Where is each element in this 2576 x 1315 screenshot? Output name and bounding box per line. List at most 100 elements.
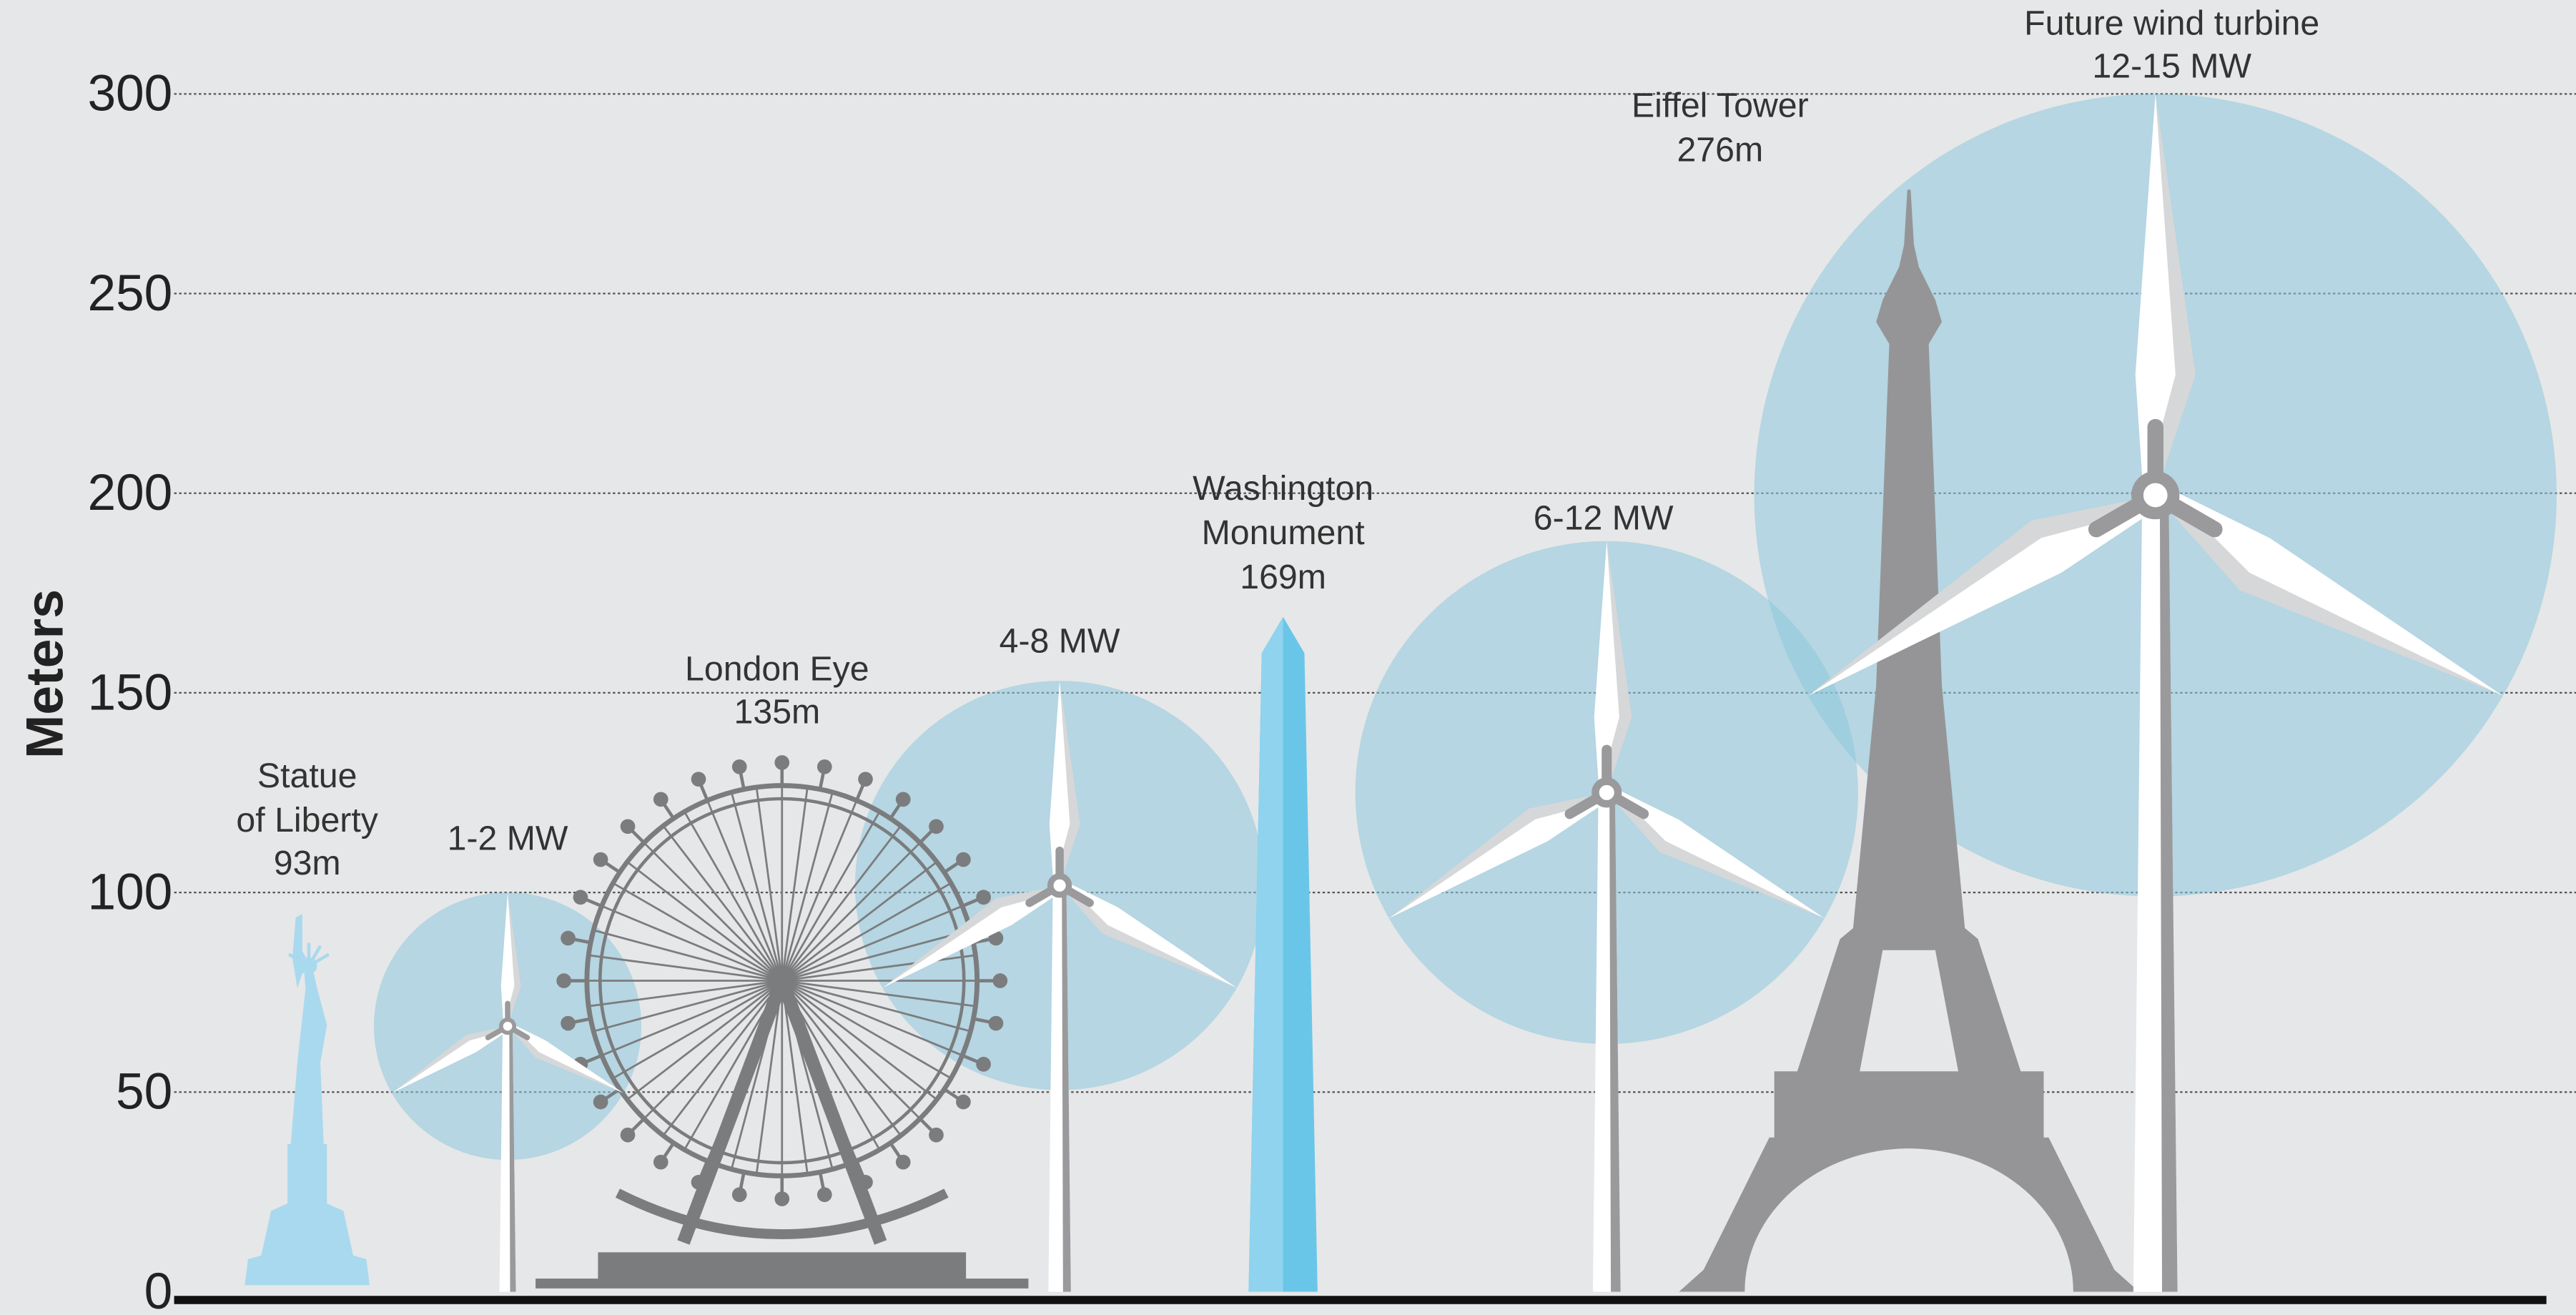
eye-capsule bbox=[593, 1094, 608, 1110]
eye-spoke bbox=[755, 787, 784, 981]
category-label: Eiffel Tower bbox=[1631, 87, 1809, 126]
eye-spoke bbox=[730, 980, 784, 1170]
value-label: 276m bbox=[1677, 131, 1764, 169]
eye-hub bbox=[769, 967, 796, 994]
eye-spoke bbox=[593, 929, 783, 982]
obelisk-shade bbox=[1248, 616, 1283, 1292]
tower-body bbox=[1679, 189, 2139, 1292]
eye-spoke bbox=[755, 980, 784, 1175]
eye-capsule bbox=[956, 1094, 971, 1110]
eye-capsule bbox=[816, 759, 832, 774]
value-label: 93m bbox=[273, 845, 341, 884]
eye-capsule bbox=[731, 1187, 747, 1203]
y-tick-label: 150 bbox=[87, 664, 172, 721]
eye-spoke bbox=[706, 799, 784, 982]
y-tick-label: 200 bbox=[87, 465, 172, 521]
eye-capsule bbox=[929, 819, 944, 834]
statue-crown bbox=[307, 945, 322, 967]
eye-spoke bbox=[588, 980, 782, 1008]
label-box: Future wind turbine 12-15 MW bbox=[1909, 0, 2434, 91]
eye-spoke bbox=[612, 882, 783, 982]
y-tick-label: 0 bbox=[144, 1264, 173, 1315]
eye-spoke bbox=[781, 811, 881, 982]
label-box: Statue of Liberty 93m bbox=[44, 674, 570, 887]
eye-leg bbox=[677, 978, 789, 1245]
eye-arc bbox=[615, 1188, 949, 1239]
eye-capsule bbox=[956, 852, 971, 867]
eye-spoke bbox=[781, 980, 881, 1151]
eye-leg bbox=[776, 978, 887, 1245]
blade bbox=[500, 892, 515, 1027]
label-box: 1-2 MW bbox=[448, 821, 568, 859]
eye-spoke bbox=[601, 905, 783, 982]
eiffel-tower bbox=[1679, 189, 2139, 1292]
blade bbox=[1049, 681, 1070, 886]
eye-spoke bbox=[781, 825, 902, 982]
category-label: 6-12 MW bbox=[1533, 498, 1674, 537]
category-label: 4-8 MW bbox=[999, 622, 1120, 661]
category-label: Future wind turbine 12-15 MW bbox=[2024, 4, 2320, 87]
obelisk bbox=[1248, 616, 1318, 1292]
item-label: Future wind turbine 12-15 MW bbox=[1909, 0, 2434, 91]
label-box: London Eye 135m bbox=[685, 650, 869, 732]
eye-capsule bbox=[774, 755, 790, 770]
statue bbox=[245, 913, 370, 1286]
eye-spoke bbox=[781, 980, 834, 1170]
eye-spoke bbox=[781, 980, 858, 1162]
item-label: Statue of Liberty 93m bbox=[44, 674, 570, 887]
eye-capsule bbox=[556, 973, 572, 988]
statue-pedestal bbox=[245, 1143, 370, 1286]
eye-spoke bbox=[626, 861, 783, 982]
category-label: Washington Monument bbox=[1193, 471, 1374, 553]
structure-layer bbox=[245, 189, 2139, 1292]
item-label: 4-8 MW bbox=[796, 450, 1322, 664]
statue-crown bbox=[295, 945, 310, 967]
eye-capsule bbox=[691, 772, 706, 787]
eye-capsule bbox=[976, 890, 991, 905]
eye-capsule bbox=[988, 1015, 1004, 1031]
blade bbox=[509, 1023, 624, 1093]
eye-spoke bbox=[612, 980, 783, 1080]
eye-spoke bbox=[781, 980, 809, 1175]
eye-spoke bbox=[781, 905, 963, 982]
turbine-tower-shade bbox=[2159, 495, 2178, 1292]
turbine-layer bbox=[392, 94, 2503, 1292]
eye-spoke bbox=[781, 980, 976, 1008]
eye-spoke bbox=[684, 811, 783, 982]
eye-spoke bbox=[781, 980, 921, 1120]
eye-spoke bbox=[781, 882, 952, 982]
y-tick-label: 100 bbox=[87, 864, 172, 920]
eye-spoke bbox=[781, 929, 971, 982]
eye-capsule bbox=[895, 1154, 911, 1170]
blade bbox=[1610, 786, 1825, 919]
blade bbox=[2135, 94, 2176, 496]
blade bbox=[2161, 484, 2503, 696]
turbine-tower-shade bbox=[1062, 885, 1071, 1292]
eye-spoke bbox=[781, 842, 921, 982]
statue-figure bbox=[290, 913, 327, 1144]
eye-capsule bbox=[691, 1175, 706, 1190]
eye-spoke bbox=[662, 825, 783, 982]
eye-spoke bbox=[684, 980, 783, 1151]
eye-capsule bbox=[992, 973, 1008, 988]
eye-capsule bbox=[895, 792, 911, 807]
eye-spoke bbox=[593, 980, 783, 1033]
statue-crown bbox=[287, 952, 310, 967]
blade bbox=[1388, 799, 1611, 919]
hub bbox=[2131, 471, 2180, 520]
eye-spoke bbox=[781, 980, 971, 1033]
turbine-tower-shade bbox=[1609, 792, 1621, 1292]
eye-spoke bbox=[781, 980, 963, 1057]
hub bbox=[1592, 777, 1622, 808]
label-box: Washington Monument 169m bbox=[1193, 471, 1374, 596]
eye-capsule bbox=[976, 1056, 991, 1072]
eye-spoke bbox=[662, 980, 783, 1136]
tower-window bbox=[1860, 950, 1959, 1072]
rotor-layer bbox=[373, 94, 2557, 1161]
blade bbox=[392, 1030, 510, 1093]
eye-spoke bbox=[781, 954, 976, 982]
london-eye bbox=[536, 755, 1029, 1289]
eye-spoke bbox=[626, 980, 783, 1100]
